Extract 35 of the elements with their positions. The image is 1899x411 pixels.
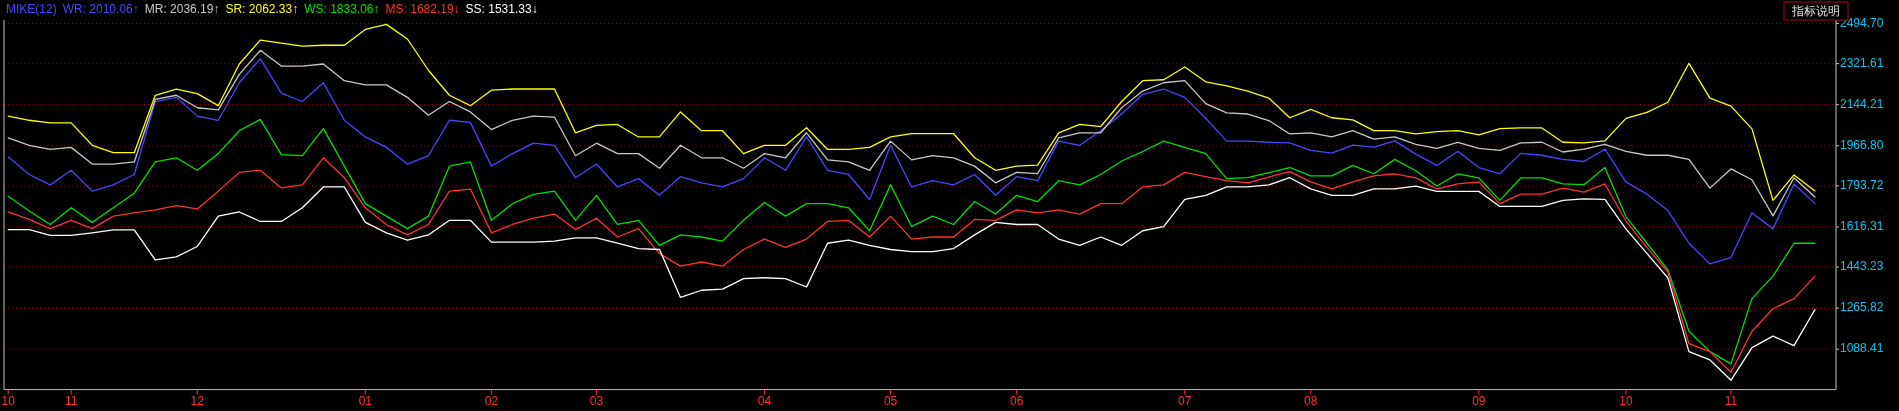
x-tick-label: 09 xyxy=(1472,393,1486,408)
y-tick-label: 1616.31 xyxy=(1840,219,1884,234)
x-tick-label: 06 xyxy=(1009,393,1024,408)
y-tick-label: 1088.41 xyxy=(1840,341,1884,356)
text: MS: 1682.19↓ xyxy=(385,2,460,16)
y-tick-label: 2494.70 xyxy=(1840,15,1884,30)
x-tick-label: 07 xyxy=(1178,393,1192,408)
x-tick-label: 11 xyxy=(64,393,78,408)
chart-title: MIKE(12) xyxy=(6,2,57,16)
text: WS: 1833.06↑ xyxy=(304,2,380,16)
x-tick-label: 10 xyxy=(1,393,16,408)
text: SR: 2062.33↑ xyxy=(225,2,299,16)
x-tick-label: 03 xyxy=(589,393,604,408)
y-tick-label: 2144.21 xyxy=(1840,96,1884,111)
line-series xyxy=(7,118,1816,365)
text: SS: 1531.33↓ xyxy=(465,2,538,16)
x-tick-label: 02 xyxy=(484,393,499,408)
y-tick-label: 2321.61 xyxy=(1840,55,1884,70)
y-tick-label: 1966.80 xyxy=(1840,137,1884,152)
x-tick-label: 12 xyxy=(190,393,205,408)
text: 指标说明 xyxy=(1791,3,1840,18)
x-tick-label: 01 xyxy=(358,393,373,408)
y-tick-label: 1443.23 xyxy=(1840,259,1884,274)
line-series xyxy=(7,23,1816,202)
line-series xyxy=(7,58,1816,265)
line-series xyxy=(7,49,1816,217)
text: MR: 2036.19↑ xyxy=(144,2,220,16)
x-tick-label: 11 xyxy=(1724,393,1738,408)
x-tick-label: 04 xyxy=(757,393,772,408)
x-tick-label: 05 xyxy=(883,393,898,408)
y-tick-label: 1265.82 xyxy=(1840,300,1884,315)
y-tick-label: 1793.72 xyxy=(1840,178,1884,193)
text: WR: 2010.06↑ xyxy=(62,2,139,16)
x-tick-label: 10 xyxy=(1619,393,1633,408)
x-tick-label: 08 xyxy=(1304,393,1318,408)
